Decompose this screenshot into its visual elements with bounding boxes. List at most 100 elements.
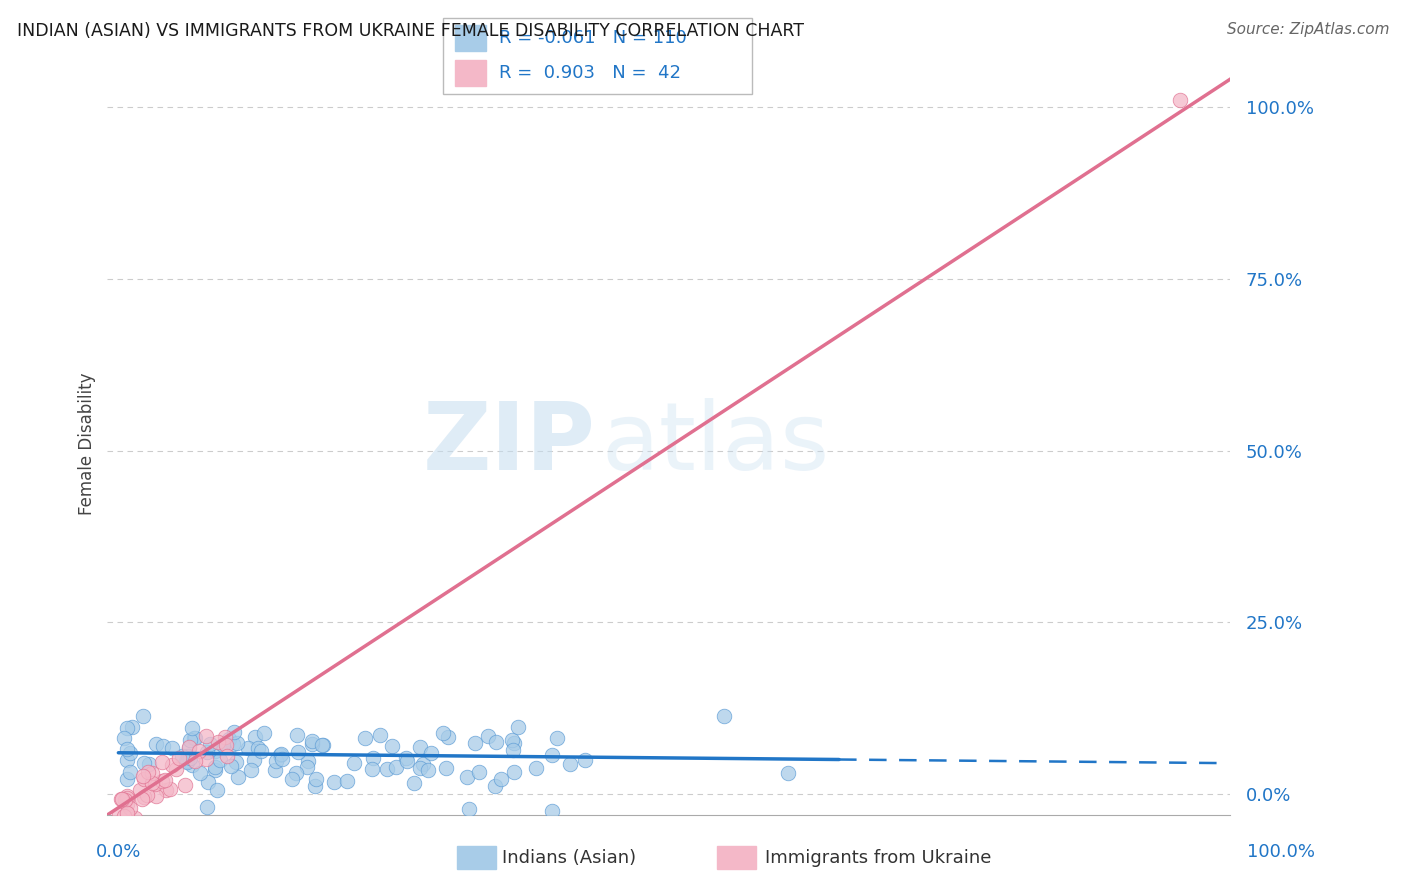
Point <box>574 753 596 767</box>
Point <box>170 749 193 764</box>
Point <box>120 746 142 760</box>
Point <box>194 752 217 766</box>
Point <box>181 721 204 735</box>
Point <box>301 733 323 747</box>
Point <box>150 755 173 769</box>
Point <box>138 764 160 779</box>
Point <box>174 754 197 768</box>
Point <box>114 828 136 842</box>
Point <box>145 737 167 751</box>
Point <box>501 733 523 747</box>
Point <box>295 760 318 774</box>
Point <box>269 748 291 763</box>
Point <box>183 731 205 746</box>
Point <box>115 772 138 787</box>
Point <box>184 754 207 768</box>
Text: Indians (Asian): Indians (Asian) <box>502 849 636 867</box>
Point <box>381 739 404 753</box>
Point <box>115 742 138 756</box>
Point <box>226 736 249 750</box>
Point <box>115 789 138 804</box>
Point <box>270 752 292 766</box>
Point <box>264 754 287 768</box>
Point <box>360 762 382 776</box>
Point <box>132 769 155 783</box>
Text: Immigrants from Ukraine: Immigrants from Ukraine <box>765 849 991 867</box>
Point <box>177 740 200 755</box>
Point <box>145 789 167 803</box>
Text: INDIAN (ASIAN) VS IMMIGRANTS FROM UKRAINE FEMALE DISABILITY CORRELATION CHART: INDIAN (ASIAN) VS IMMIGRANTS FROM UKRAIN… <box>17 22 804 40</box>
Point <box>312 738 335 752</box>
Point <box>184 731 207 745</box>
Point <box>416 763 439 777</box>
Point <box>225 755 247 769</box>
Bar <box>456 61 486 87</box>
Point <box>120 764 142 779</box>
Point <box>477 729 499 743</box>
Point <box>150 773 173 788</box>
Point <box>159 781 181 796</box>
Point <box>217 748 239 763</box>
Point <box>503 736 526 750</box>
Point <box>111 791 134 805</box>
Point <box>249 744 271 758</box>
Point <box>204 763 226 777</box>
Point <box>222 737 245 751</box>
Point <box>436 761 458 775</box>
Point <box>395 755 418 769</box>
Point <box>132 709 155 723</box>
Point <box>253 726 276 740</box>
Point <box>485 734 508 748</box>
Point <box>484 779 506 793</box>
Point <box>420 746 443 760</box>
Point <box>152 739 174 754</box>
Point <box>437 730 460 744</box>
Point <box>188 765 211 780</box>
Point <box>311 738 333 752</box>
Point <box>456 771 478 785</box>
Point <box>285 728 308 742</box>
Point <box>155 782 177 797</box>
Point <box>385 760 408 774</box>
Point <box>336 773 359 788</box>
Text: R = -0.061   N = 110: R = -0.061 N = 110 <box>499 29 686 47</box>
Point <box>176 755 198 769</box>
Point <box>343 756 366 771</box>
Point <box>409 740 432 755</box>
Point <box>458 802 481 816</box>
Point <box>187 743 209 757</box>
Point <box>207 735 229 749</box>
Point <box>219 758 242 772</box>
Point <box>242 753 264 767</box>
Point <box>270 747 292 762</box>
Point <box>195 800 218 814</box>
Point <box>226 770 249 784</box>
Point <box>177 748 200 763</box>
Point <box>165 763 187 777</box>
Point <box>121 720 143 734</box>
Text: atlas: atlas <box>602 398 830 490</box>
Point <box>354 731 377 745</box>
Point <box>503 765 526 780</box>
Point <box>114 793 136 807</box>
Point <box>409 761 432 775</box>
Point <box>204 744 226 758</box>
Point <box>402 776 425 790</box>
Bar <box>456 26 486 51</box>
Point <box>141 766 163 780</box>
Point <box>153 772 176 787</box>
Point <box>195 729 218 743</box>
Point <box>110 792 132 806</box>
Point <box>546 731 568 745</box>
Point <box>179 732 201 747</box>
Point <box>179 740 201 755</box>
Point <box>143 777 166 791</box>
Point <box>263 763 285 777</box>
Point <box>181 758 204 772</box>
Point <box>395 750 418 764</box>
Point <box>205 782 228 797</box>
Point <box>209 753 232 767</box>
Point <box>323 775 346 789</box>
Point <box>713 709 735 723</box>
Y-axis label: Female Disability: Female Disability <box>79 373 96 515</box>
